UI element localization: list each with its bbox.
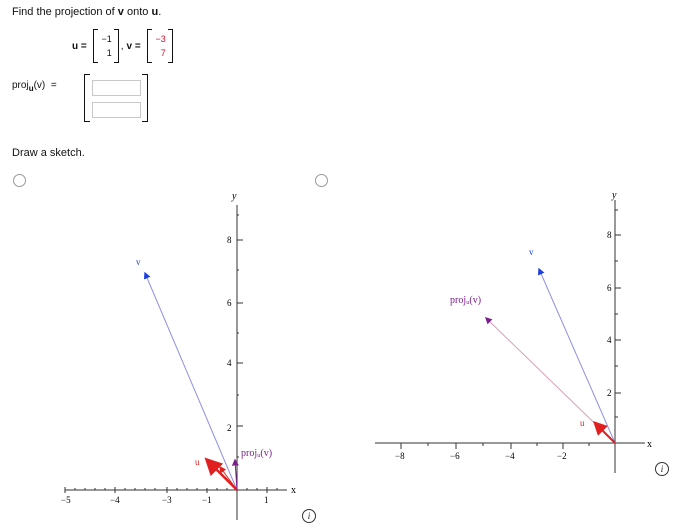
answer-input-y[interactable]: [92, 102, 141, 118]
label-u: u: [580, 418, 585, 428]
label-proj: projᵤ(v): [241, 448, 272, 459]
y-tick-label: 8: [607, 230, 612, 240]
y-axis-label: y: [231, 191, 237, 202]
x-tick-label: −4: [505, 451, 515, 461]
vector-definitions: u = −1 1 , v = −3 7: [72, 28, 175, 64]
label-proj: projᵤ(v): [450, 295, 481, 306]
graph-left: y x −5 −4 −3 −2 −1 1 2 4 6 8 v u projᵤ(v…: [61, 191, 296, 520]
label-v: v: [529, 247, 534, 257]
y-tick-label: 8: [227, 235, 232, 245]
v-label: v =: [126, 40, 141, 52]
y-tick-label: 4: [227, 358, 232, 368]
info-icon[interactable]: i: [302, 509, 316, 523]
info-icon[interactable]: i: [655, 462, 669, 476]
vector-u-head: [204, 457, 238, 491]
x-tick-label: −5: [61, 495, 71, 505]
graph-right: y x −8 −6 −4 −2 2 4 6 8 v u projᵤ(v): [375, 190, 652, 473]
answer-input-x[interactable]: [92, 80, 141, 96]
proj-label: proju(v) =: [12, 80, 57, 93]
x-minor-ticks: [64, 214, 278, 493]
sketch-label: Draw a sketch.: [12, 147, 85, 159]
vector-v-arrow: [143, 271, 238, 491]
x-tick-label: −2: [557, 451, 567, 461]
v-vector: −3 7: [146, 29, 173, 63]
x-tick-label: −3: [162, 495, 172, 505]
y-tick-label: 6: [227, 298, 232, 308]
u-vector: −1 1: [92, 29, 119, 63]
y-tick-label: 2: [607, 388, 612, 398]
x-tick-label: 1: [264, 495, 269, 505]
axis-ticks: [400, 209, 621, 449]
x-axis-label: x: [291, 485, 296, 496]
vector-proj-arrow: [231, 458, 239, 491]
label-v: v: [136, 257, 141, 267]
x-tick-label: −6: [450, 451, 460, 461]
radio-option-left-graph[interactable]: [13, 174, 26, 187]
label-u: u: [195, 457, 200, 467]
x-tick-label: −4: [110, 495, 120, 505]
answer-matrix: [84, 74, 148, 122]
x-tick-label: −1: [202, 495, 212, 505]
x-axis-label: x: [647, 439, 652, 450]
question-text: Find the projection of v onto u.: [12, 6, 162, 18]
vector-u-arrow: [593, 421, 616, 444]
x-tick-label: −8: [395, 451, 405, 461]
vector-v-arrow: [538, 267, 616, 444]
radio-option-right-graph[interactable]: [315, 174, 328, 187]
y-tick-label: 4: [607, 335, 612, 345]
y-tick-label: 6: [607, 283, 612, 293]
u-label: u =: [72, 40, 87, 52]
y-axis-label: y: [611, 190, 617, 201]
y-tick-label: 2: [227, 423, 232, 433]
